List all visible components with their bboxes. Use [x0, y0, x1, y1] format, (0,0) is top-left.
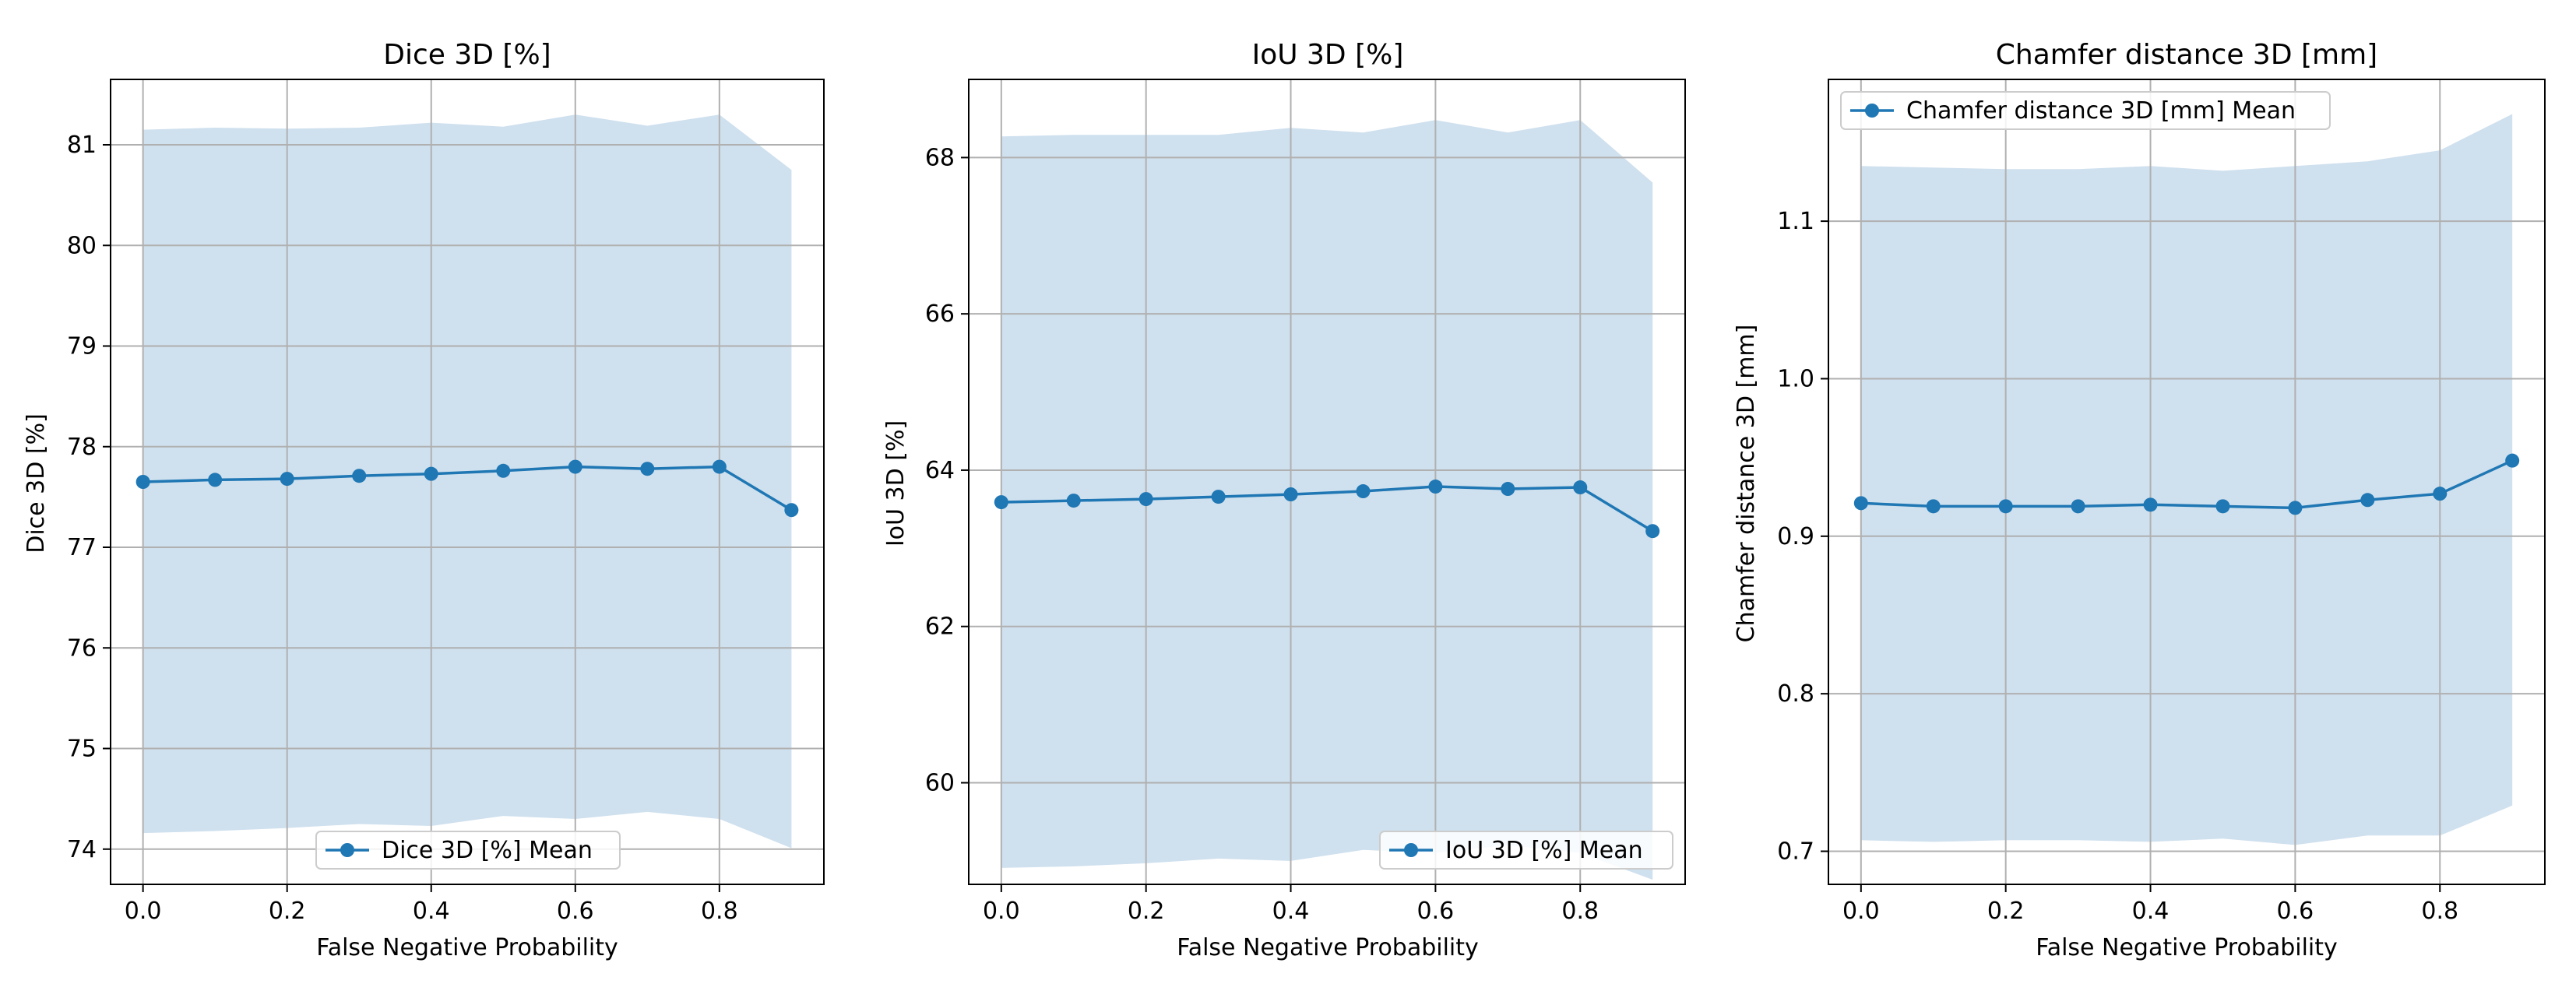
y-tick-label: 74 [67, 836, 97, 863]
data-point [2071, 499, 2085, 514]
data-point [1501, 482, 1515, 497]
y-tick-label: 62 [925, 613, 955, 641]
legend-label: Chamfer distance 3D [mm] Mean [1906, 97, 2296, 125]
data-point [568, 459, 582, 474]
chart-title: Dice 3D [%] [383, 39, 551, 71]
y-tick-label: 81 [67, 132, 97, 159]
y-tick-label: 77 [67, 534, 97, 561]
x-tick-label: 0.0 [983, 898, 1020, 925]
y-tick-label: 0.8 [1777, 680, 1814, 708]
y-tick-label: 0.7 [1777, 838, 1814, 866]
data-point [1066, 494, 1081, 508]
data-point [496, 463, 511, 478]
x-tick-label: 0.6 [557, 898, 594, 925]
y-tick-label: 76 [67, 634, 97, 662]
y-tick-label: 68 [925, 144, 955, 171]
data-point [1138, 492, 1153, 507]
data-point [1428, 480, 1443, 494]
y-axis-label: Chamfer distance 3D [mm] [1733, 325, 1760, 643]
std-band [143, 114, 792, 849]
x-tick-label: 0.8 [701, 898, 738, 925]
x-tick-label: 0.6 [2277, 898, 2314, 925]
y-tick-label: 80 [67, 232, 97, 259]
x-tick-label: 0.2 [269, 898, 306, 925]
y-tick-label: 78 [67, 434, 97, 461]
legend-label: IoU 3D [%] Mean [1445, 837, 1643, 864]
data-point [784, 503, 799, 518]
data-point [1573, 480, 1588, 495]
data-point [424, 466, 438, 481]
x-axis-label: False Negative Probability [2036, 934, 2338, 961]
x-axis-label: False Negative Probability [1177, 934, 1479, 961]
mean-series-line [1001, 485, 1654, 532]
legend: Chamfer distance 3D [mm] Mean [1840, 91, 2331, 130]
y-tick-label: 60 [925, 769, 955, 796]
data-point [1356, 484, 1371, 499]
data-point [280, 472, 294, 487]
data-point [2215, 499, 2230, 514]
chart-title: Chamfer distance 3D [mm] [1996, 39, 2377, 71]
x-tick-label: 0.4 [2132, 898, 2170, 925]
x-tick-label: 0.0 [125, 898, 162, 925]
data-point [2288, 501, 2303, 515]
legend-label: Dice 3D [%] Mean [382, 837, 593, 864]
data-point [2143, 497, 2158, 512]
mean-series-line [1860, 459, 2513, 510]
chart-panel-chamfer: Chamfer distance 3D [mm] False Negative … [1733, 39, 2546, 961]
x-tick-label: 0.8 [1561, 898, 1599, 925]
data-point [135, 475, 150, 489]
x-axis-label: False Negative Probability [316, 934, 618, 961]
legend-marker-swatch [1404, 843, 1418, 857]
y-tick-label: 66 [925, 300, 955, 328]
x-tick-label: 0.2 [1987, 898, 2025, 925]
y-tick-label: 75 [67, 736, 97, 763]
y-axis-label: IoU 3D [%] [882, 420, 910, 546]
x-tick-label: 0.0 [1842, 898, 1880, 925]
axes-frame [968, 79, 1686, 885]
data-point [208, 473, 223, 487]
data-point [1998, 499, 2013, 514]
y-tick-label: 1.0 [1777, 365, 1814, 392]
data-point [1283, 487, 1298, 502]
y-tick-label: 0.9 [1777, 523, 1814, 550]
mean-series-line [143, 465, 793, 511]
data-point [352, 469, 367, 483]
y-tick-label: 1.1 [1777, 208, 1814, 235]
legend-box [315, 831, 621, 870]
legend-marker-swatch [340, 843, 354, 857]
axes-frame [110, 79, 825, 885]
legend: Dice 3D [%] Mean [315, 831, 621, 870]
y-axis-label: Dice 3D [%] [23, 413, 50, 554]
y-tick-label: 64 [925, 457, 955, 484]
axes-frame [1828, 79, 2546, 885]
data-point [1211, 490, 1226, 504]
std-band [1001, 120, 1653, 880]
data-point [712, 459, 727, 474]
data-point [1926, 499, 1941, 514]
chart-panel-dice: Dice 3D [%] False Negative Probability D… [23, 39, 825, 961]
legend: IoU 3D [%] Mean [1379, 831, 1673, 870]
data-point [1645, 524, 1660, 539]
x-tick-label: 0.6 [1417, 898, 1455, 925]
chart-title: IoU 3D [%] [1252, 39, 1404, 71]
chart-panel-iou: IoU 3D [%] False Negative Probability Io… [882, 39, 1686, 961]
data-point [640, 462, 655, 476]
y-tick-label: 79 [67, 333, 97, 360]
x-tick-label: 0.4 [413, 898, 450, 925]
legend-box [1840, 91, 2331, 130]
data-point [2505, 453, 2520, 468]
data-point [2360, 493, 2375, 508]
std-band [1860, 114, 2513, 845]
legend-box [1379, 831, 1673, 870]
x-tick-label: 0.4 [1272, 898, 1310, 925]
x-tick-label: 0.2 [1128, 898, 1165, 925]
x-tick-label: 0.8 [2421, 898, 2458, 925]
data-point [994, 495, 1008, 510]
data-point [2433, 487, 2448, 501]
legend-marker-swatch [1865, 104, 1879, 118]
data-point [1853, 496, 1868, 511]
